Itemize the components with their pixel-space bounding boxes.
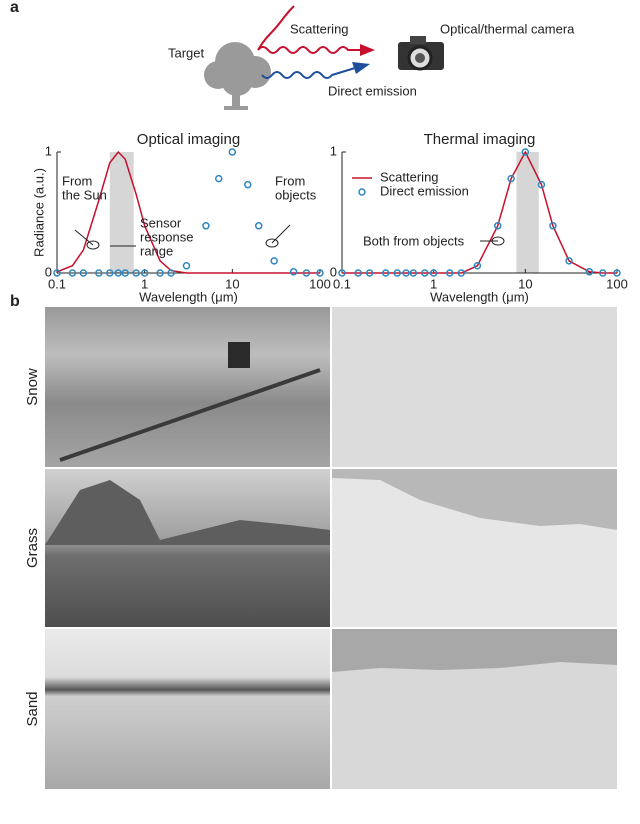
scatter-wave	[257, 5, 295, 51]
annotation-marker	[265, 238, 279, 248]
data-point	[549, 222, 557, 230]
data-point	[53, 269, 61, 277]
data-point	[302, 269, 311, 277]
y-tick-label: 1	[330, 143, 337, 158]
data-point	[402, 269, 410, 277]
x-tick-label: 0.1	[48, 276, 66, 291]
x-axis-label: Wavelength (μm)	[430, 289, 529, 304]
panel-label: a	[10, 0, 19, 16]
annotation-leader	[74, 229, 94, 246]
data-point	[507, 174, 515, 183]
y-tick-label: 0	[330, 264, 337, 279]
chart-title: Optical imaging	[137, 131, 240, 148]
data-point	[393, 269, 401, 277]
data-point	[289, 268, 298, 276]
data-point	[429, 269, 438, 277]
data-point	[365, 269, 374, 277]
data-point	[79, 269, 88, 277]
data-point	[167, 269, 175, 277]
data-point	[228, 148, 237, 156]
data-point	[493, 222, 502, 230]
annotation: the Sun	[62, 187, 107, 202]
data-point	[521, 148, 530, 156]
data-point	[316, 269, 324, 277]
data-point	[182, 261, 191, 270]
data-point	[613, 269, 621, 277]
annotation-leader	[271, 224, 291, 244]
shaded-band	[516, 152, 539, 273]
data-point	[421, 269, 429, 277]
annotation: objects	[275, 187, 317, 202]
x-tick-label: 100	[606, 276, 628, 291]
data-point	[132, 269, 140, 277]
data-point	[202, 222, 210, 230]
x-tick-label: 100	[309, 276, 331, 291]
annotation: From	[62, 173, 92, 188]
diagram-label: Direct emission	[328, 83, 417, 98]
y-tick-label: 1	[45, 143, 52, 158]
x-tick-label: 10	[518, 276, 532, 291]
emission-wave	[261, 67, 356, 79]
data-point	[114, 269, 123, 277]
data-point	[599, 269, 607, 277]
x-tick-label: 10	[225, 276, 239, 291]
data-point	[473, 261, 482, 270]
annotation: Both from objects	[363, 233, 465, 248]
tree-icon	[204, 42, 271, 110]
data-point	[409, 269, 418, 277]
series-line	[56, 150, 320, 274]
legend-swatch	[358, 188, 366, 196]
annotation: Sensor	[140, 215, 182, 230]
row-label: Grass	[24, 528, 41, 568]
annotation-marker	[86, 240, 100, 250]
data-point	[270, 257, 278, 265]
annotation: response	[140, 229, 193, 244]
y-axis-label: Radiance (a.u.)	[31, 168, 46, 257]
data-point	[95, 269, 103, 277]
data-point	[244, 180, 252, 189]
legend-label: Scattering	[380, 169, 439, 184]
data-point	[381, 269, 390, 277]
annotation: From	[275, 173, 305, 188]
arrow-head	[360, 44, 375, 56]
x-tick-label: 1	[430, 276, 437, 291]
diagram-label: Optical/thermal camera	[440, 21, 575, 36]
diagram-label: Target	[168, 45, 205, 60]
camera-icon	[398, 36, 444, 71]
chart-title: Thermal imaging	[424, 131, 536, 148]
data-point	[457, 269, 466, 277]
scatter-wave	[257, 46, 360, 54]
x-tick-label: 1	[141, 276, 148, 291]
row-label: Sand	[24, 691, 41, 726]
shaded-band	[109, 152, 134, 273]
data-point	[68, 269, 77, 277]
series-line	[342, 150, 617, 274]
data-point	[565, 257, 573, 265]
data-point	[585, 268, 594, 276]
data-point	[156, 269, 164, 277]
x-axis-label: Wavelength (μm)	[139, 289, 238, 304]
data-point	[215, 174, 223, 183]
data-point	[121, 269, 129, 277]
data-point	[537, 180, 546, 189]
data-point	[254, 222, 263, 230]
panel-label: b	[10, 293, 20, 310]
row-label: Snow	[24, 368, 41, 406]
data-point	[140, 269, 149, 277]
scene-images	[45, 307, 617, 789]
data-point	[446, 269, 454, 277]
diagram-label: Scattering	[290, 21, 349, 36]
data-point	[354, 269, 362, 277]
x-tick-label: 0.1	[333, 276, 351, 291]
data-point	[338, 269, 346, 277]
legend-label: Direct emission	[380, 183, 469, 198]
arrow-head	[352, 62, 370, 74]
y-tick-label: 0	[45, 264, 52, 279]
data-point	[106, 269, 114, 277]
annotation: range	[140, 243, 173, 258]
